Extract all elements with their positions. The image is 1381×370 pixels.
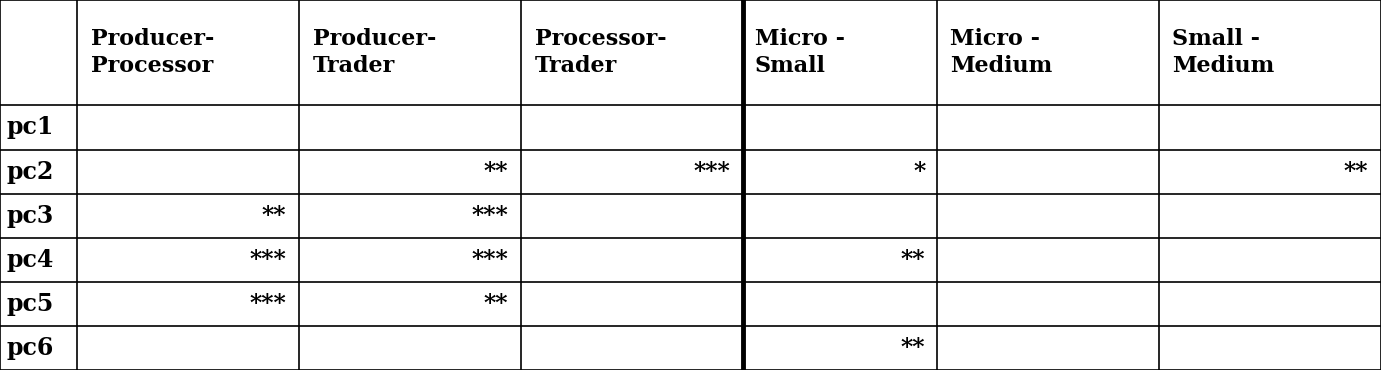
Text: **: **: [483, 292, 508, 316]
Text: **: **: [483, 159, 508, 184]
Text: Producer-
Trader: Producer- Trader: [312, 28, 436, 77]
Text: pc6: pc6: [6, 336, 54, 360]
Text: Producer-
Processor: Producer- Processor: [91, 28, 214, 77]
Text: **: **: [900, 248, 925, 272]
Text: pc5: pc5: [6, 292, 54, 316]
Text: Micro -
Small: Micro - Small: [755, 28, 845, 77]
Text: ***: ***: [249, 248, 286, 272]
Text: pc3: pc3: [6, 204, 54, 228]
Text: pc1: pc1: [6, 115, 54, 139]
Text: **: **: [1344, 159, 1367, 184]
Text: **: **: [261, 204, 286, 228]
Text: Processor-
Trader: Processor- Trader: [534, 28, 666, 77]
Text: ***: ***: [471, 204, 508, 228]
Text: **: **: [900, 336, 925, 360]
Text: ***: ***: [471, 248, 508, 272]
Text: Small -
Medium: Small - Medium: [1172, 28, 1275, 77]
Text: pc2: pc2: [6, 159, 54, 184]
Text: ***: ***: [693, 159, 731, 184]
Text: ***: ***: [249, 292, 286, 316]
Text: *: *: [913, 159, 925, 184]
Text: pc4: pc4: [6, 248, 54, 272]
Text: Micro -
Medium: Micro - Medium: [950, 28, 1052, 77]
